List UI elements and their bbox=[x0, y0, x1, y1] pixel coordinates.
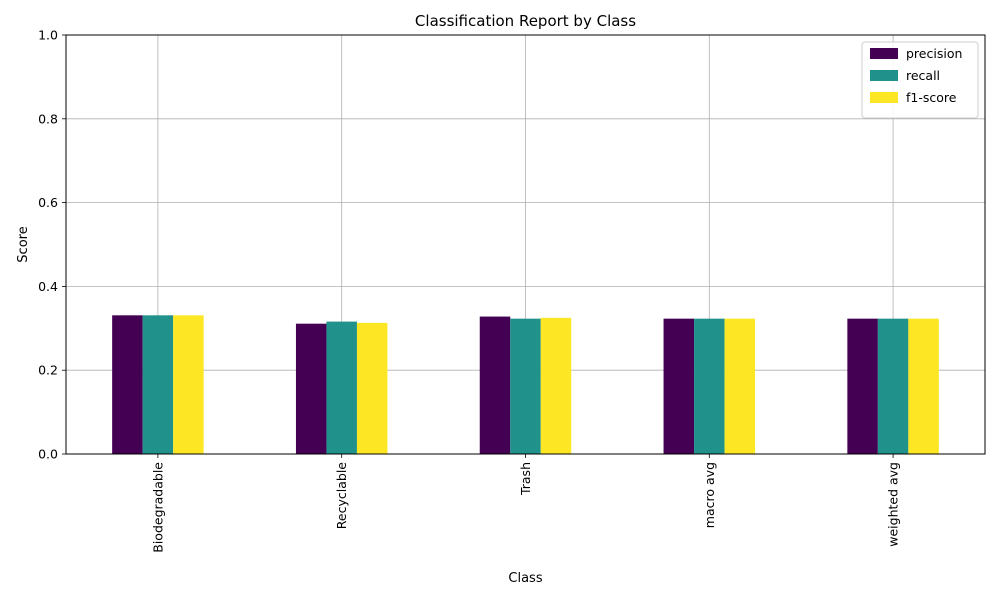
bar-precision-macro-avg bbox=[663, 318, 695, 454]
y-tick-label: 0.0 bbox=[38, 447, 58, 462]
bar-precision-weighted-avg bbox=[847, 318, 878, 454]
legend-label-f1-score: f1-score bbox=[906, 90, 957, 105]
bar-recall-recyclable bbox=[326, 321, 357, 454]
bar-precision-recyclable bbox=[295, 323, 327, 454]
y-axis: 0.0 0.2 0.4 0.6 0.8 1.0 bbox=[38, 28, 66, 462]
x-tick-label: Recyclable bbox=[334, 462, 349, 529]
legend-label-recall: recall bbox=[906, 68, 940, 83]
bar-recall-weighted-avg bbox=[877, 318, 909, 454]
y-tick-label: 0.8 bbox=[38, 111, 58, 126]
x-tick-label: macro avg bbox=[702, 462, 717, 528]
bar-precision-trash bbox=[479, 316, 511, 454]
y-tick-label: 0.2 bbox=[38, 363, 58, 378]
legend-label-precision: precision bbox=[906, 46, 962, 61]
y-axis-label: Score bbox=[16, 226, 31, 262]
y-tick-label: 0.6 bbox=[38, 195, 58, 210]
legend-swatch-recall bbox=[870, 70, 898, 81]
bar-f1-score-trash bbox=[540, 317, 572, 454]
y-tick-label: 1.0 bbox=[38, 28, 58, 43]
bar-precision-biodegradable bbox=[112, 315, 143, 454]
bar-recall-biodegradable bbox=[142, 315, 174, 454]
bar-recall-macro-avg bbox=[694, 318, 725, 454]
y-tick-label: 0.4 bbox=[38, 279, 58, 294]
bar-f1-score-biodegradable bbox=[173, 315, 204, 454]
x-tick-label: weighted avg bbox=[886, 462, 901, 547]
x-tick-label: Biodegradable bbox=[150, 462, 165, 553]
legend: precision recall f1-score bbox=[861, 41, 979, 119]
chart-title: Classification Report by Class bbox=[415, 12, 636, 30]
x-axis-label: Class bbox=[508, 571, 542, 586]
bar-f1-score-weighted-avg bbox=[908, 318, 939, 454]
legend-swatch-precision bbox=[870, 48, 898, 59]
bar-f1-score-recyclable bbox=[356, 322, 388, 454]
x-tick-label: Trash bbox=[518, 462, 533, 496]
x-axis: Biodegradable Recyclable Trash macro avg wei… bbox=[150, 454, 901, 553]
bar-f1-score-macro-avg bbox=[724, 318, 756, 454]
bar-recall-trash bbox=[510, 318, 541, 454]
bars-layer bbox=[112, 315, 939, 454]
legend-swatch-f1-score bbox=[870, 92, 898, 103]
